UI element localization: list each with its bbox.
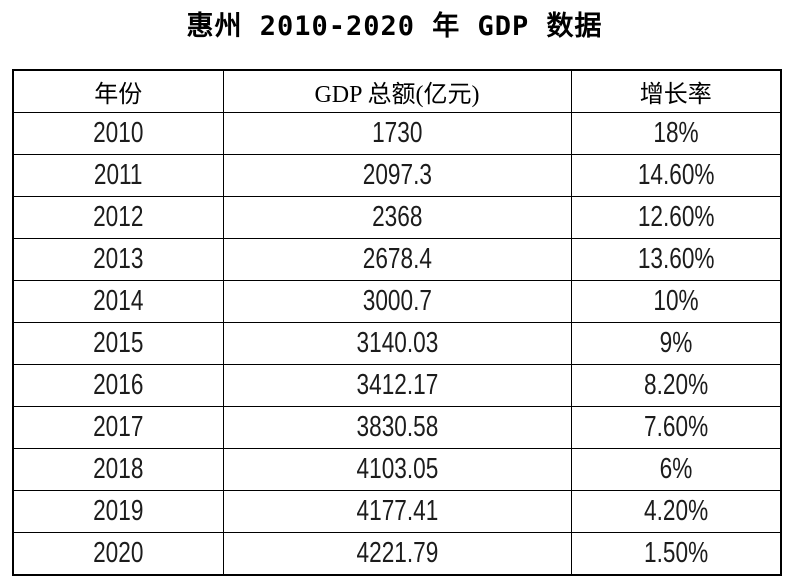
cell-gdp: 4103.05 [222,448,572,491]
cell-growth-text: 12.60% [637,201,715,233]
cell-growth-text: 18% [653,117,699,149]
table-row: 2012 2368 12.60% [12,196,782,239]
header-label-gdp: GDP 总额(亿元) [314,82,480,108]
cell-gdp: 3000.7 [222,280,572,323]
header-cell-year: 年份 [12,69,224,113]
cell-year-text: 2019 [93,495,144,527]
cell-year: 2013 [12,238,224,281]
cell-gdp-text: 3000.7 [362,285,432,317]
table-row: 2013 2678.4 13.60% [12,238,782,281]
cell-growth-text: 14.60% [637,159,715,191]
table-row: 2020 4221.79 1.50% [12,532,782,576]
cell-growth: 1.50% [570,532,782,576]
cell-gdp-text: 4221.79 [356,537,438,569]
cell-year: 2016 [12,364,224,407]
cell-year-text: 2015 [93,327,144,359]
cell-gdp: 3830.58 [222,406,572,449]
cell-growth-text: 4.20% [643,495,708,527]
cell-growth: 8.20% [570,364,782,407]
cell-year-text: 2010 [93,117,144,149]
cell-year-text: 2013 [93,243,144,275]
cell-growth: 9% [570,322,782,365]
cell-year-text: 2012 [93,201,144,233]
cell-year: 2010 [12,112,224,155]
table-body: 2010 1730 18% 2011 2097.3 14.60% 2012 2368 12.60… [12,112,782,576]
table-row: 2016 3412.17 8.20% [12,364,782,407]
cell-growth: 18% [570,112,782,155]
cell-year: 2020 [12,532,224,576]
header-cell-growth: 增长率 [570,69,782,113]
cell-gdp: 4221.79 [222,532,572,576]
cell-year: 2018 [12,448,224,491]
cell-gdp-text: 4103.05 [356,453,438,485]
cell-year: 2014 [12,280,224,323]
cell-gdp-text: 4177.41 [356,495,438,527]
cell-year-text: 2016 [93,369,144,401]
cell-gdp: 2368 [222,196,572,239]
header-cell-gdp: GDP 总额(亿元) [222,69,572,113]
cell-gdp-text: 3412.17 [356,369,438,401]
cell-year: 2017 [12,406,224,449]
gdp-data-table: 年份 GDP 总额(亿元) 增长率 2010 1730 18% 2011 2097.3 1… [12,69,782,576]
cell-growth: 4.20% [570,490,782,533]
table-row: 2017 3830.58 7.60% [12,406,782,449]
cell-growth: 13.60% [570,238,782,281]
cell-gdp-text: 2368 [371,201,423,233]
cell-year: 2015 [12,322,224,365]
cell-gdp-text: 2097.3 [362,159,432,191]
cell-gdp-text: 2678.4 [362,243,432,275]
table-header: 年份 GDP 总额(亿元) 增长率 [12,69,782,113]
cell-gdp: 2678.4 [222,238,572,281]
cell-year: 2011 [12,154,224,197]
cell-growth-text: 7.60% [643,411,708,443]
table-row: 2011 2097.3 14.60% [12,154,782,197]
header-row: 年份 GDP 总额(亿元) 增长率 [12,69,782,113]
cell-growth: 6% [570,448,782,491]
page-title: 惠州 2010-2020 年 GDP 数据 [186,11,603,42]
cell-growth: 7.60% [570,406,782,449]
cell-gdp: 3140.03 [222,322,572,365]
cell-growth: 14.60% [570,154,782,197]
table-row: 2018 4103.05 6% [12,448,782,491]
header-label-growth: 增长率 [639,82,712,108]
cell-year-text: 2020 [93,537,144,569]
table-row: 2014 3000.7 10% [12,280,782,323]
table-row: 2010 1730 18% [12,112,782,155]
header-label-year: 年份 [94,82,143,108]
cell-gdp: 4177.41 [222,490,572,533]
cell-year-text: 2014 [93,285,144,317]
cell-growth-text: 8.20% [643,369,708,401]
table-row: 2015 3140.03 9% [12,322,782,365]
cell-gdp-text: 1730 [371,117,423,149]
cell-year-text: 2017 [93,411,144,443]
cell-year-text: 2011 [93,159,143,191]
cell-year: 2012 [12,196,224,239]
cell-growth-text: 6% [659,453,693,485]
cell-gdp: 1730 [222,112,572,155]
cell-growth-text: 1.50% [643,537,708,569]
cell-growth: 12.60% [570,196,782,239]
cell-growth-text: 10% [653,285,699,317]
cell-gdp-text: 3140.03 [356,327,438,359]
table-row: 2019 4177.41 4.20% [12,490,782,533]
cell-growth: 10% [570,280,782,323]
cell-year: 2019 [12,490,224,533]
cell-gdp: 3412.17 [222,364,572,407]
cell-gdp-text: 3830.58 [356,411,438,443]
cell-growth-text: 9% [659,327,693,359]
cell-year-text: 2018 [93,453,144,485]
cell-gdp: 2097.3 [222,154,572,197]
cell-growth-text: 13.60% [637,243,715,275]
